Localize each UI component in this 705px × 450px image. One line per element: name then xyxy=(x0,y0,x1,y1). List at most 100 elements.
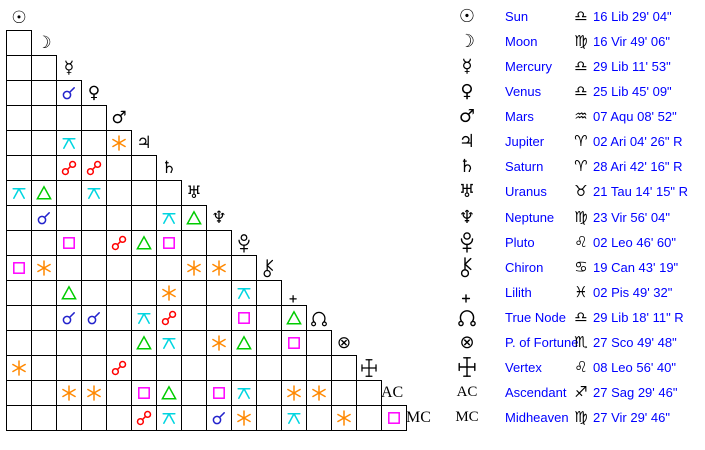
aspect-cell-ac-neptune xyxy=(206,380,232,406)
table-row-mercury: ☿ Mercury ♎ 29 Lib 11' 53" xyxy=(440,54,705,79)
planet-name: Mercury xyxy=(505,59,552,75)
planet-position: 25 Lib 45' 09" xyxy=(593,84,672,100)
empty-cell xyxy=(131,255,157,281)
zodiac-sign-icon: ♈ xyxy=(574,157,588,176)
square-icon xyxy=(288,337,300,349)
planet-position: 29 Lib 11' 53" xyxy=(593,59,671,75)
zodiac-sign-icon: ♎ xyxy=(574,7,588,25)
planet-name: Vertex xyxy=(505,359,542,375)
empty-cell xyxy=(31,355,57,381)
square-icon xyxy=(238,312,250,324)
square-icon xyxy=(13,262,25,274)
diagonal-neptune-glyph: ♆ xyxy=(206,205,232,231)
empty-cell xyxy=(181,280,207,306)
uranus-icon: ♅ xyxy=(458,181,476,203)
mercury-icon: ☿ xyxy=(63,57,75,78)
planet-position: 02 Leo 46' 60" xyxy=(593,234,677,250)
chiron-icon xyxy=(460,257,472,278)
diagonal-vertex-glyph xyxy=(356,355,382,381)
quincunx-icon xyxy=(237,288,251,299)
aspect-cell-ac-pluto xyxy=(231,380,257,406)
zodiac-sign-icon: ♎ xyxy=(574,307,588,326)
zodiac-sign-icon: ♈ xyxy=(574,132,588,151)
sextile-icon xyxy=(312,385,326,401)
diagonal-mercury-glyph: ☿ xyxy=(56,55,82,81)
trine-icon xyxy=(161,385,177,400)
fortune-icon: ⊗ xyxy=(336,332,352,353)
pluto-icon xyxy=(446,230,488,255)
sextile-icon xyxy=(87,385,101,401)
table-row-chiron: Chiron ♋ 19 Can 43' 19" xyxy=(440,255,705,280)
planet-position: 08 Leo 56' 40" xyxy=(593,359,677,375)
empty-cell xyxy=(106,255,132,281)
diagonal-jupiter-glyph: ♃ xyxy=(131,130,157,156)
pluto-icon xyxy=(460,232,474,253)
moon-icon: ☽ xyxy=(458,31,476,53)
conjunction-icon xyxy=(37,212,50,225)
planet-position: 02 Pis 49' 32" xyxy=(593,284,673,300)
table-row-mc: MC Midheaven ♍ 27 Vir 29' 46" xyxy=(440,405,705,430)
planet-name: Jupiter xyxy=(505,134,545,150)
conjunction-icon xyxy=(212,412,225,425)
quincunx-icon xyxy=(137,313,151,324)
vertex-icon xyxy=(446,355,488,380)
empty-cell xyxy=(31,105,57,131)
uranus-icon: ♅ xyxy=(186,182,202,203)
truenode-icon xyxy=(446,305,488,330)
sextile-icon xyxy=(337,410,351,426)
empty-cell xyxy=(56,180,82,206)
fortune-icon: ⊗ xyxy=(459,331,475,353)
quincunx-icon xyxy=(87,188,101,199)
table-row-vertex: Vertex ♌ 08 Leo 56' 40" xyxy=(440,355,705,380)
aspect-cell-mc-fortune xyxy=(331,405,357,431)
saturn-icon: ♄ xyxy=(161,157,177,178)
aspect-cell-mc-jupiter xyxy=(131,405,157,431)
trine-icon xyxy=(136,335,152,350)
diagonal-moon-glyph: ☽ xyxy=(31,30,57,56)
lilith-icon xyxy=(446,280,488,305)
zodiac-sign-icon: ♋ xyxy=(574,257,588,276)
lilith-icon xyxy=(289,284,299,303)
zodiac-sign-icon: ♍ xyxy=(574,32,588,51)
zodiac-sign-icon: ♓ xyxy=(574,282,588,301)
conjunction-icon xyxy=(62,87,75,100)
aspect-cell-mc-ac xyxy=(381,405,407,431)
planet-position: 27 Vir 29' 46" xyxy=(593,410,670,426)
aspect-cell-mc-lilith xyxy=(281,405,307,431)
table-row-saturn: ♄ Saturn ♈ 28 Ari 42' 16" R xyxy=(440,154,705,179)
opposition-icon xyxy=(86,160,102,176)
square-icon xyxy=(388,412,400,424)
table-row-moon: ☽ Moon ♍ 16 Vir 49' 06" xyxy=(440,29,705,54)
table-row-lilith: Lilith ♓ 02 Pis 49' 32" xyxy=(440,280,705,305)
vertex-icon xyxy=(361,359,377,377)
zodiac-sign-icon: ♉ xyxy=(574,182,588,201)
table-row-neptune: ♆ Neptune ♍ 23 Vir 56' 04" xyxy=(440,205,705,230)
moon-icon: ☽ xyxy=(36,32,52,53)
planet-position: 27 Sco 49' 48" xyxy=(593,334,677,350)
empty-cell xyxy=(56,405,82,431)
planet-position: 21 Tau 14' 15" R xyxy=(593,184,689,200)
aspect-cell-neptune-saturn xyxy=(156,205,182,231)
aspect-cell-uranus-moon xyxy=(31,180,57,206)
trine-icon xyxy=(61,285,77,300)
table-row-uranus: ♅ Uranus ♉ 21 Tau 14' 15" R xyxy=(440,179,705,204)
opposition-icon xyxy=(136,410,152,426)
empty-cell xyxy=(31,405,57,431)
sextile-icon xyxy=(12,360,26,376)
table-row-jupiter: ♃ Jupiter ♈ 02 Ari 04' 26" R xyxy=(440,129,705,154)
square-icon xyxy=(213,387,225,399)
planet-name: Midheaven xyxy=(505,410,569,426)
diagonal-ac-glyph: AC xyxy=(381,380,407,406)
aspect-cell-truenode-lilith xyxy=(281,305,307,331)
planet-position: 29 Lib 18' 11" R xyxy=(593,309,684,325)
planet-name: Neptune xyxy=(505,209,555,225)
quincunx-icon xyxy=(162,413,176,424)
planet-position: 16 Lib 29' 04" xyxy=(593,9,672,24)
venus-icon: ♀ xyxy=(460,81,474,103)
empty-cell xyxy=(6,155,32,181)
mars-icon: ♂ xyxy=(111,107,127,128)
empty-cell xyxy=(181,230,207,256)
aspect-cell-mc-saturn xyxy=(156,405,182,431)
zodiac-sign-icon: ♌ xyxy=(574,357,588,376)
empty-cell xyxy=(356,405,382,431)
